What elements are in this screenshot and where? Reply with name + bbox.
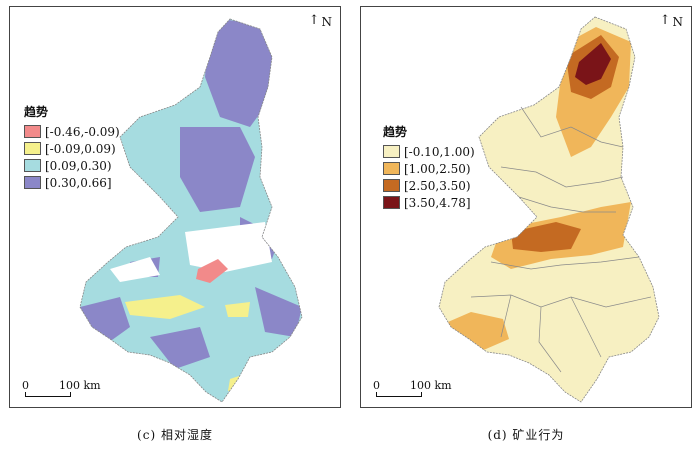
relative-humidity-map xyxy=(79,18,303,403)
legend-item: [1.00,2.50) xyxy=(383,160,475,177)
scale-start: 0 xyxy=(373,379,380,392)
legend-title: 趋势 xyxy=(24,105,49,119)
legend-item: [-0.46,-0.09) xyxy=(24,123,120,140)
legend-swatch xyxy=(383,196,400,209)
scale-bar: 0 100 km xyxy=(373,379,452,397)
scale-end: 100 km xyxy=(410,379,452,392)
mining-legend: 趋势 [-0.10,1.00) [1.00,2.50) [2.50,3.50) … xyxy=(383,125,475,211)
legend-item: [0.09,0.30) xyxy=(24,157,120,174)
legend-item: [-0.10,1.00) xyxy=(383,143,475,160)
map-panel-relative-humidity: ↑ N 趋势 [-0.46,-0.09) [-0.09,0.09) [0.09,… xyxy=(9,6,341,408)
legend-title: 趋势 xyxy=(383,125,408,139)
north-arrow: ↑ N xyxy=(308,13,333,29)
legend-swatch xyxy=(24,159,41,172)
province-boundary xyxy=(79,18,303,403)
humidity-legend: 趋势 [-0.46,-0.09) [-0.09,0.09) [0.09,0.30… xyxy=(24,105,120,191)
legend-label: [-0.10,1.00) xyxy=(404,144,475,159)
caption-mining-activity: (d) 矿业行为 xyxy=(487,428,565,442)
legend-label: [-0.09,0.09) xyxy=(45,141,116,156)
north-arrow-icon: ↑ xyxy=(659,13,671,28)
scale-end: 100 km xyxy=(59,379,101,392)
legend-item: [3.50,4.78] xyxy=(383,194,475,211)
admin-boundaries xyxy=(470,106,652,373)
legend-item: [2.50,3.50) xyxy=(383,177,475,194)
scale-line xyxy=(25,392,71,397)
map-panel-mining-activity: ↑ N 趋势 [-0.10,1.00) [1.00,2.50) [2.50,3.… xyxy=(360,6,692,408)
scale-bar: 0 100 km xyxy=(22,379,101,397)
legend-label: [2.50,3.50) xyxy=(404,178,471,193)
scale-start: 0 xyxy=(22,379,29,392)
north-arrow-icon: ↑ xyxy=(308,13,320,28)
legend-item: [0.30,0.66] xyxy=(24,174,120,191)
legend-swatch xyxy=(24,125,41,138)
legend-item: [-0.09,0.09) xyxy=(24,140,120,157)
legend-label: [0.30,0.66] xyxy=(45,175,112,190)
legend-swatch xyxy=(383,162,400,175)
legend-swatch xyxy=(383,145,400,158)
legend-swatch xyxy=(383,179,400,192)
legend-label: [-0.46,-0.09) xyxy=(45,124,120,139)
scale-line xyxy=(376,392,422,397)
north-arrow: ↑ N xyxy=(659,13,684,29)
north-label: N xyxy=(321,15,333,29)
humidity-trend-fill xyxy=(80,19,302,402)
legend-swatch xyxy=(24,142,41,155)
legend-label: [3.50,4.78] xyxy=(404,195,471,210)
north-label: N xyxy=(672,15,684,29)
caption-relative-humidity: (c) 相对湿度 xyxy=(137,428,213,442)
legend-label: [1.00,2.50) xyxy=(404,161,471,176)
mining-activity-map xyxy=(438,16,660,403)
legend-swatch xyxy=(24,176,41,189)
legend-label: [0.09,0.30) xyxy=(45,158,112,173)
province-boundary xyxy=(438,16,660,403)
